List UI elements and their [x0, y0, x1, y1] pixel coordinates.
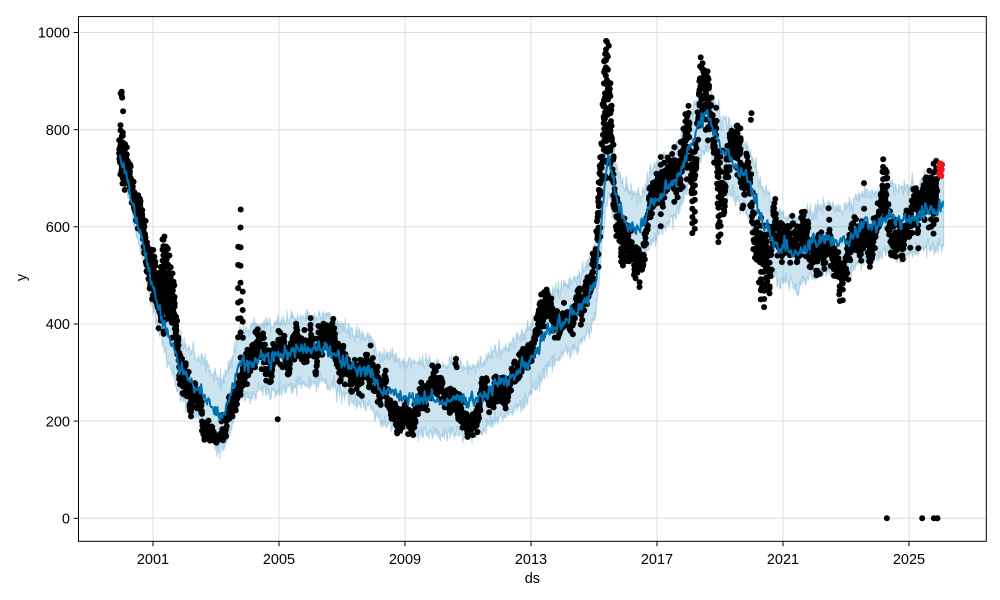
svg-text:1000: 1000 [38, 26, 70, 42]
svg-text:y: y [14, 273, 30, 281]
svg-text:2017: 2017 [641, 552, 673, 568]
svg-text:2013: 2013 [515, 552, 547, 568]
svg-text:400: 400 [46, 317, 70, 333]
svg-text:600: 600 [46, 220, 70, 236]
svg-text:2009: 2009 [389, 552, 421, 568]
svg-text:800: 800 [46, 123, 70, 139]
svg-text:2005: 2005 [263, 552, 295, 568]
svg-text:2001: 2001 [137, 552, 169, 568]
svg-text:0: 0 [62, 512, 70, 528]
svg-text:2025: 2025 [893, 552, 925, 568]
svg-text:2021: 2021 [767, 552, 799, 568]
svg-text:200: 200 [46, 414, 70, 430]
svg-text:ds: ds [525, 571, 540, 587]
